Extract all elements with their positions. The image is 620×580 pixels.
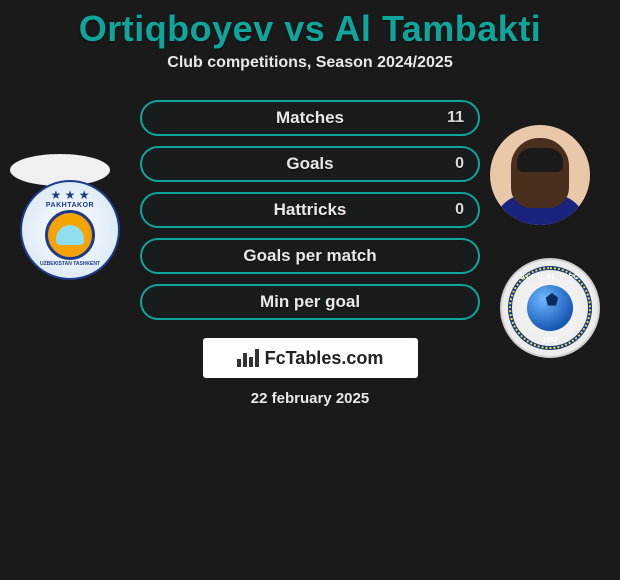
fctables-text: FcTables.com bbox=[265, 348, 384, 369]
badge-right-ball-icon bbox=[527, 285, 573, 331]
club-badge-right: ALHILAL S.FC 1957 bbox=[500, 258, 600, 358]
comparison-card: Ortiqboyev vs Al Tambakti Club competiti… bbox=[0, 0, 620, 407]
badge-right-ring-icon: ALHILAL S.FC 1957 bbox=[508, 266, 592, 350]
page-title: Ortiqboyev vs Al Tambakti bbox=[0, 8, 620, 50]
stat-label: Matches bbox=[276, 108, 344, 128]
badge-right-name: ALHILAL S.FC bbox=[512, 274, 588, 281]
stat-label: Goals bbox=[286, 154, 333, 174]
fctables-chart-icon bbox=[237, 349, 259, 367]
badge-left-name: PAKHTAKOR bbox=[46, 202, 94, 209]
stat-label: Min per goal bbox=[260, 292, 360, 312]
player-right-head bbox=[511, 138, 569, 208]
stat-row-goals: Goals 0 bbox=[140, 146, 480, 182]
badge-left-stars-icon: ★ ★ ★ bbox=[51, 188, 90, 202]
subtitle: Club competitions, Season 2024/2025 bbox=[0, 54, 620, 72]
stat-value-right: 11 bbox=[447, 109, 464, 127]
player-photo-right bbox=[490, 125, 590, 225]
fctables-logo: FcTables.com bbox=[203, 338, 418, 378]
comparison-date: 22 february 2025 bbox=[0, 390, 620, 407]
club-badge-left: ★ ★ ★ PAKHTAKOR UZBEKISTAN TASHKENT bbox=[20, 180, 120, 280]
stat-row-matches: Matches 11 bbox=[140, 100, 480, 136]
stat-value-right: 0 bbox=[455, 201, 464, 219]
stat-label: Goals per match bbox=[243, 246, 376, 266]
stat-row-min-per-goal: Min per goal bbox=[140, 284, 480, 320]
stat-row-hattricks: Hattricks 0 bbox=[140, 192, 480, 228]
stat-row-goals-per-match: Goals per match bbox=[140, 238, 480, 274]
badge-right-year: 1957 bbox=[512, 337, 588, 344]
badge-left-sub: UZBEKISTAN TASHKENT bbox=[40, 261, 100, 267]
badge-left-inner-icon bbox=[45, 210, 95, 260]
stat-label: Hattricks bbox=[274, 200, 347, 220]
stat-value-right: 0 bbox=[455, 155, 464, 173]
